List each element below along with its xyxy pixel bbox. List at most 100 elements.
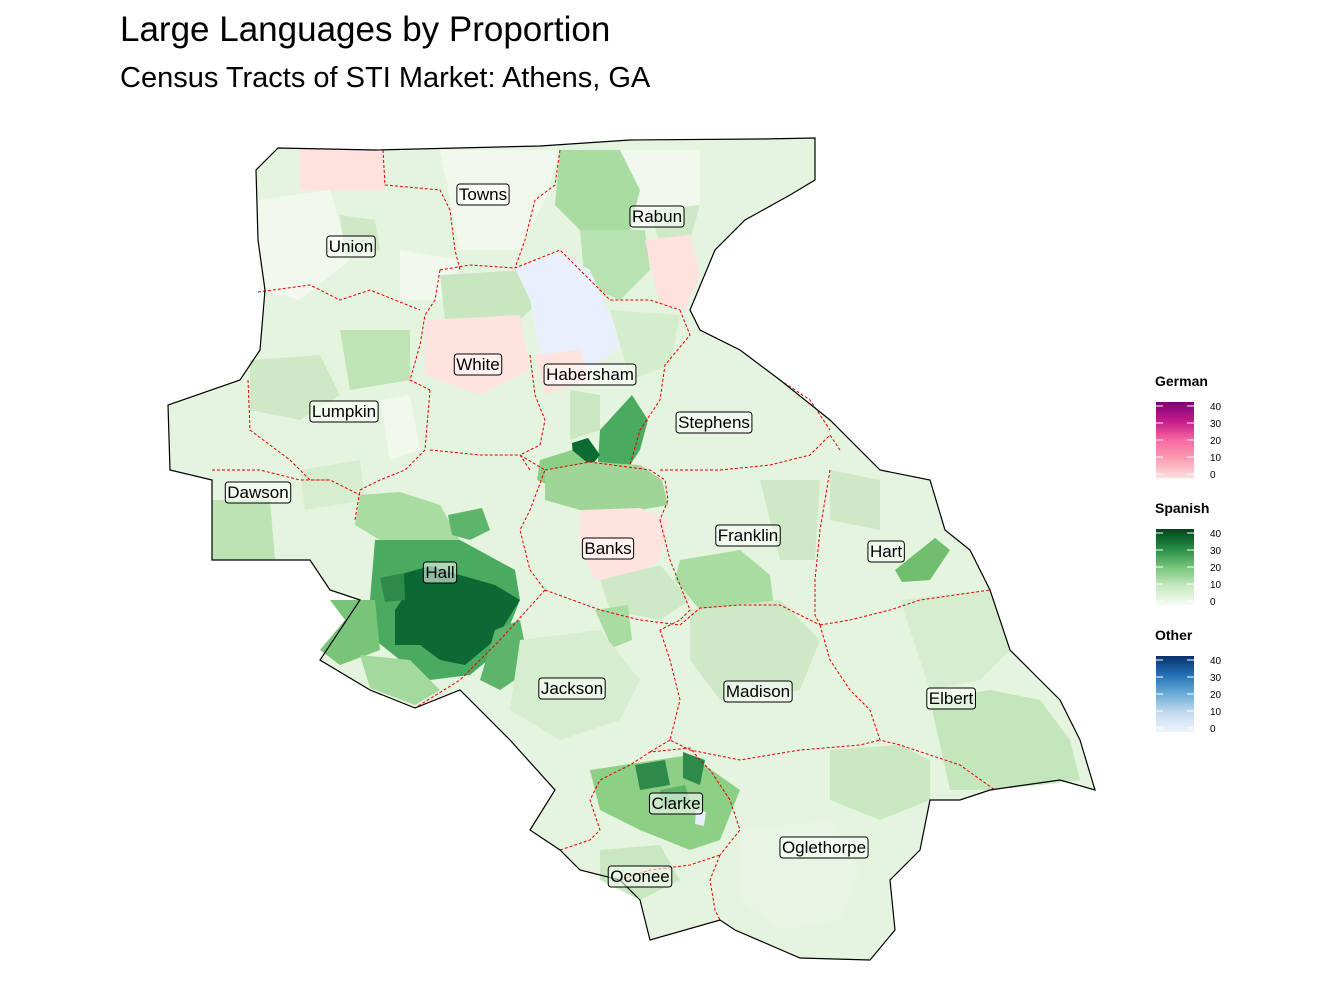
county-label-box [326, 235, 376, 258]
county-label-box [723, 680, 793, 703]
tract-patch [355, 492, 460, 545]
legend-tick-label: 0 [1210, 724, 1216, 735]
county-label-clarke: Clarke [648, 792, 704, 815]
legend-tick-label: 10 [1210, 707, 1222, 718]
legend-other: Other 40 30 20 10 0 [1155, 627, 1222, 735]
legend-tick-label: 20 [1210, 563, 1222, 574]
county-label-hart: Hart [867, 540, 905, 563]
tract-patch [448, 508, 490, 540]
county-label-habersham: Habersham [543, 363, 637, 386]
county-label-text: Oconee [610, 867, 670, 886]
legend-tick-label: 20 [1210, 690, 1222, 701]
county-label-rabun: Rabun [629, 205, 685, 228]
tract-patch [300, 148, 385, 190]
legend-title: Spanish [1155, 500, 1209, 516]
county-label-text: Rabun [632, 207, 682, 226]
county-label-box [538, 677, 606, 700]
county-label-text: Stephens [678, 413, 750, 432]
legend-tick-label: 20 [1210, 436, 1222, 447]
county-label-box [779, 836, 869, 859]
county-label-jackson: Jackson [538, 677, 606, 700]
county-label-box [309, 400, 379, 423]
legend-group: German 40 30 20 10 0 Spanish 40 30 20 10 0 Other 40 30… [1155, 373, 1222, 735]
county-label-box [422, 561, 458, 584]
tract-patch [895, 538, 950, 582]
county-label-text: Towns [459, 185, 507, 204]
tract-patch [580, 230, 650, 300]
county-label-text: Madison [726, 682, 790, 701]
county-label-stephens: Stephens [675, 411, 753, 434]
county-label-text: Hart [870, 542, 902, 561]
map-subtitle: Census Tracts of STI Market: Athens, GA [120, 62, 651, 94]
county-label-box [675, 411, 753, 434]
county-label-text: Banks [584, 539, 631, 558]
tract-patch [555, 150, 640, 230]
county-label-box [581, 537, 635, 560]
tract-patch [380, 395, 420, 460]
county-label-text: White [456, 355, 499, 374]
tract-patch [395, 566, 520, 665]
legend-tick-label: 30 [1210, 546, 1222, 557]
tract-patch [320, 600, 380, 665]
tract-patch [675, 550, 775, 615]
legend-title: Other [1155, 627, 1193, 643]
county-label-text: Union [329, 237, 373, 256]
county-label-box [926, 687, 976, 710]
region-outline [167, 137, 1096, 961]
county-label-white: White [453, 353, 503, 376]
legend-tick-label: 10 [1210, 580, 1222, 591]
county-label-banks: Banks [581, 537, 635, 560]
tract-patch [300, 460, 365, 510]
tract-patch [645, 235, 700, 310]
county-label-box [648, 792, 704, 815]
legend-title: German [1155, 373, 1208, 389]
county-label-elbert: Elbert [926, 687, 976, 710]
map-title: Large Languages by Proportion [120, 10, 611, 49]
tract-patch [610, 310, 680, 380]
tract-patch [380, 573, 405, 602]
tract-patch [690, 600, 820, 700]
county-label-franklin: Franklin [715, 524, 781, 547]
county-label-box [543, 363, 637, 386]
county-label-oconee: Oconee [607, 865, 673, 888]
county-label-text: Oglethorpe [782, 838, 866, 857]
county-label-dawson: Dawson [224, 481, 292, 504]
tract-patch [360, 655, 440, 705]
county-label-box [456, 183, 510, 206]
tract-patch [258, 190, 350, 300]
legend-tick-label: 40 [1210, 529, 1222, 540]
tract-patch [515, 252, 625, 375]
tract-patch [830, 745, 930, 820]
county-label-box [224, 481, 292, 504]
county-label-text: Lumpkin [312, 402, 376, 421]
county-label-text: Jackson [541, 679, 603, 698]
county-label-box [453, 353, 503, 376]
legend-tick-label: 0 [1210, 470, 1216, 481]
county-label-union: Union [326, 235, 376, 258]
tract-patch [340, 330, 410, 390]
county-label-text: Elbert [929, 689, 974, 708]
tract-patch [212, 500, 275, 560]
county-label-oglethorpe: Oglethorpe [779, 836, 869, 859]
county-labels: Towns Rabun Union White Habersham Lumpkin Step… [224, 183, 976, 888]
county-label-box [629, 205, 685, 228]
county-label-box [607, 865, 673, 888]
legend-tick-label: 30 [1210, 673, 1222, 684]
county-label-lumpkin: Lumpkin [309, 400, 379, 423]
county-label-text: Hall [425, 563, 454, 582]
tract-patch [930, 690, 1080, 790]
county-label-text: Dawson [227, 483, 288, 502]
tract-patch [635, 760, 670, 790]
county-label-towns: Towns [456, 183, 510, 206]
legend-tick-label: 40 [1210, 402, 1222, 413]
legend-spanish: Spanish 40 30 20 10 0 [1155, 500, 1222, 608]
county-label-text: Habersham [546, 365, 634, 384]
tract-patch [900, 590, 1010, 690]
tract-patch [830, 470, 880, 530]
county-label-box [867, 540, 905, 563]
county-label-madison: Madison [723, 680, 793, 703]
tract-patch [440, 270, 540, 320]
tract-patch [545, 462, 668, 510]
